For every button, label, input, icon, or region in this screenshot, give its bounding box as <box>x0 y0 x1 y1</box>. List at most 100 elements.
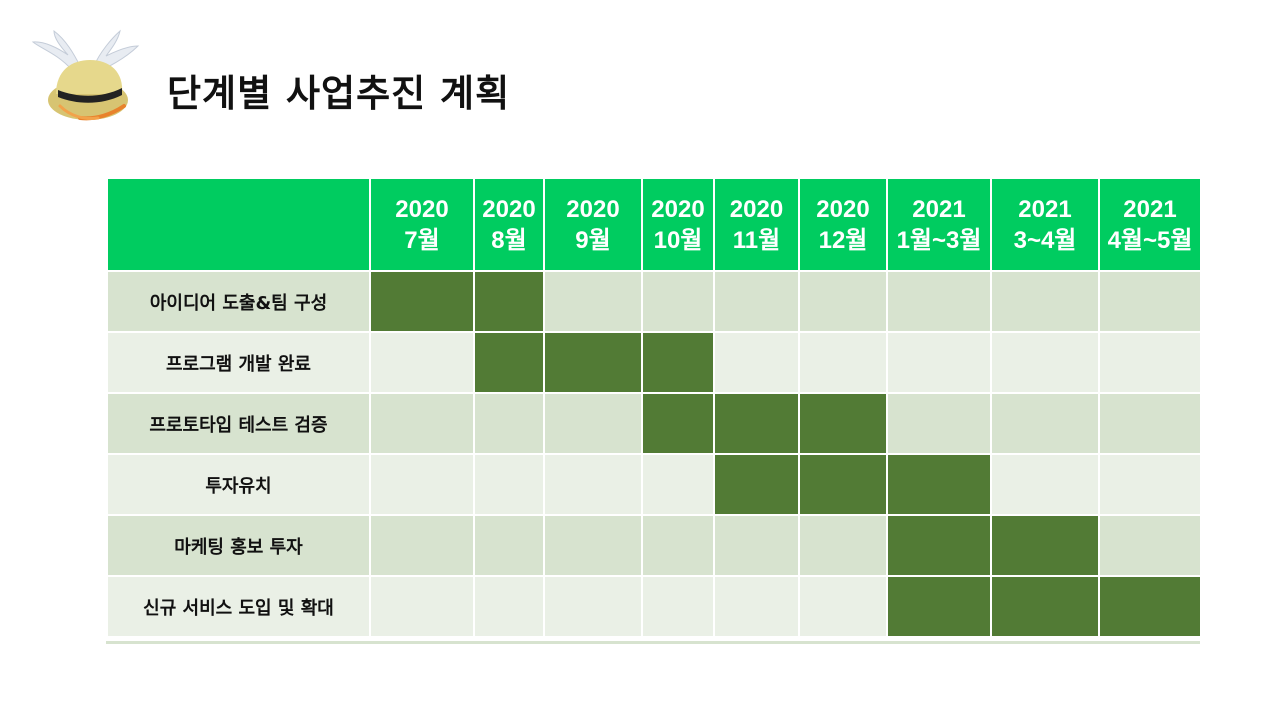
task-row: 투자유치 <box>106 453 1202 516</box>
schedule-bar-cell <box>990 514 1100 577</box>
schedule-empty-cell <box>798 331 888 394</box>
schedule-bar-cell <box>990 575 1100 638</box>
period-header: 2021 3~4월 <box>990 177 1100 272</box>
period-header: 2021 4월~5월 <box>1098 177 1202 272</box>
period-year: 2021 <box>912 195 966 223</box>
schedule-bar-cell <box>473 270 545 333</box>
period-month: 4월~5월 <box>1107 226 1193 254</box>
task-name: 프로토타입 테스트 검증 <box>106 392 371 455</box>
schedule-empty-cell <box>990 270 1100 333</box>
schedule-bar-cell <box>886 514 992 577</box>
period-year: 2020 <box>395 195 449 223</box>
schedule-empty-cell <box>886 392 992 455</box>
period-header: 2020 9월 <box>543 177 643 272</box>
schedule-empty-cell <box>713 575 800 638</box>
schedule-bar-cell <box>543 331 643 394</box>
schedule-empty-cell <box>990 331 1100 394</box>
schedule-empty-cell <box>713 270 800 333</box>
task-name: 마케팅 홍보 투자 <box>106 514 371 577</box>
schedule-empty-cell <box>713 514 800 577</box>
gantt-header-row: 2020 7월 2020 8월 2020 9월 2020 10월 2020 11월 2020 12월 2… <box>106 177 1202 272</box>
task-row: 프로그램 개발 완료 <box>106 331 1202 394</box>
schedule-empty-cell <box>1098 331 1202 394</box>
period-header: 2020 12월 <box>798 177 888 272</box>
schedule-empty-cell <box>713 331 800 394</box>
schedule-empty-cell <box>543 453 643 516</box>
period-year: 2021 <box>1018 195 1072 223</box>
schedule-empty-cell <box>473 453 545 516</box>
task-row: 신규 서비스 도입 및 확대 <box>106 575 1202 638</box>
period-year: 2020 <box>482 195 536 223</box>
period-year: 2021 <box>1123 195 1177 223</box>
schedule-empty-cell <box>641 270 715 333</box>
period-header: 2020 7월 <box>369 177 475 272</box>
schedule-empty-cell <box>1098 514 1202 577</box>
schedule-empty-cell <box>798 270 888 333</box>
schedule-empty-cell <box>369 575 475 638</box>
schedule-empty-cell <box>641 453 715 516</box>
period-month: 8월 <box>491 226 527 254</box>
schedule-empty-cell <box>798 514 888 577</box>
period-year: 2020 <box>729 195 784 223</box>
period-header: 2020 10월 <box>641 177 715 272</box>
schedule-empty-cell <box>990 453 1100 516</box>
schedule-empty-cell <box>641 575 715 638</box>
schedule-bar-cell <box>641 392 715 455</box>
schedule-bar-cell <box>1098 575 1202 638</box>
schedule-empty-cell <box>798 575 888 638</box>
schedule-empty-cell <box>886 331 992 394</box>
schedule-empty-cell <box>473 514 545 577</box>
task-name: 아이디어 도출&팀 구성 <box>106 270 371 333</box>
period-month: 3~4월 <box>1013 226 1077 254</box>
schedule-empty-cell <box>369 331 475 394</box>
period-header: 2021 1월~3월 <box>886 177 992 272</box>
gantt-body: 아이디어 도출&팀 구성 프로그램 개발 완료 프로토타입 테스트 검증 투자유치 마케… <box>106 270 1202 638</box>
schedule-bar-cell <box>798 392 888 455</box>
schedule-bar-cell <box>641 331 715 394</box>
schedule-bar-cell <box>886 453 992 516</box>
task-row: 프로토타입 테스트 검증 <box>106 392 1202 455</box>
period-year: 2020 <box>651 195 705 223</box>
schedule-bar-cell <box>713 453 800 516</box>
schedule-empty-cell <box>543 270 643 333</box>
period-month: 11월 <box>732 226 781 254</box>
period-month: 9월 <box>575 226 611 254</box>
schedule-bar-cell <box>473 331 545 394</box>
period-month: 1월~3월 <box>896 226 982 254</box>
period-month: 10월 <box>653 226 703 254</box>
schedule-bar-cell <box>798 453 888 516</box>
schedule-bar-cell <box>886 575 992 638</box>
schedule-empty-cell <box>369 514 475 577</box>
period-header: 2020 8월 <box>473 177 545 272</box>
schedule-empty-cell <box>886 270 992 333</box>
schedule-empty-cell <box>543 514 643 577</box>
schedule-empty-cell <box>641 514 715 577</box>
schedule-empty-cell <box>543 575 643 638</box>
schedule-empty-cell <box>473 392 545 455</box>
period-month: 7월 <box>404 226 440 254</box>
schedule-empty-cell <box>543 392 643 455</box>
schedule-empty-cell <box>1098 270 1202 333</box>
table-bottom-strip <box>106 641 1200 644</box>
task-name: 투자유치 <box>106 453 371 516</box>
schedule-empty-cell <box>990 392 1100 455</box>
winged-hat-icon <box>31 29 140 121</box>
task-row: 아이디어 도출&팀 구성 <box>106 270 1202 333</box>
period-month: 12월 <box>818 226 868 254</box>
period-year: 2020 <box>566 195 620 223</box>
period-header: 2020 11월 <box>713 177 800 272</box>
schedule-empty-cell <box>1098 392 1202 455</box>
schedule-empty-cell <box>1098 453 1202 516</box>
schedule-bar-cell <box>713 392 800 455</box>
schedule-empty-cell <box>369 392 475 455</box>
schedule-empty-cell <box>473 575 545 638</box>
task-name: 신규 서비스 도입 및 확대 <box>106 575 371 638</box>
schedule-empty-cell <box>369 453 475 516</box>
schedule-bar-cell <box>369 270 475 333</box>
task-row: 마케팅 홍보 투자 <box>106 514 1202 577</box>
page-title: 단계별 사업추진 계획 <box>167 72 511 115</box>
task-name: 프로그램 개발 완료 <box>106 331 371 394</box>
period-year: 2020 <box>816 195 870 223</box>
gantt-chart: 2020 7월 2020 8월 2020 9월 2020 10월 2020 11월 2020 12월 2… <box>106 177 1202 638</box>
gantt-header-corner <box>106 177 371 272</box>
